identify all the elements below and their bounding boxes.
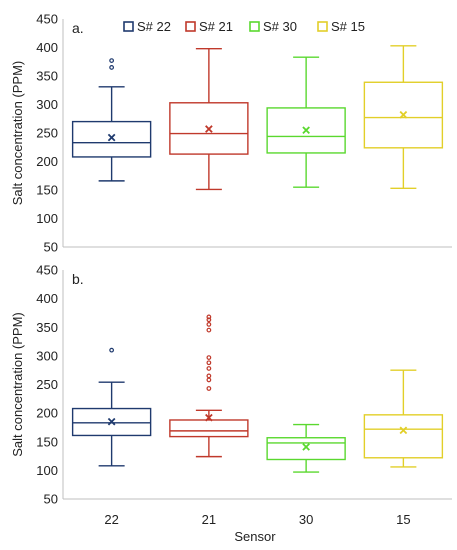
box-4 <box>363 45 444 189</box>
y-tick-label: 400 <box>36 40 58 55</box>
iqr-box <box>266 107 346 154</box>
mean-marker <box>107 133 116 142</box>
y-tick-label: 300 <box>36 97 58 112</box>
y-tick-label: 350 <box>36 320 58 335</box>
box-2 <box>169 47 249 191</box>
mean-marker <box>205 413 213 422</box>
iqr-box <box>363 81 444 149</box>
x-tick-label: 15 <box>396 512 410 527</box>
iqr-box <box>266 437 346 461</box>
y-tick-label: 150 <box>36 183 58 198</box>
y-tick-label: 350 <box>36 69 58 84</box>
box-1 <box>71 347 152 467</box>
box-3 <box>266 423 346 473</box>
legend-label: S# 30 <box>263 19 297 34</box>
outlier-point <box>206 355 212 360</box>
legend-swatch <box>249 21 260 32</box>
y-tick-label: 450 <box>36 12 58 27</box>
outlier-point <box>206 314 212 320</box>
legend-swatch <box>317 21 328 32</box>
outlier-point <box>206 366 212 371</box>
iqr-box <box>169 102 249 155</box>
panel-label: a. <box>72 20 84 36</box>
y-axis-title: Salt concentration (PPM) <box>10 312 25 457</box>
y-tick-label: 200 <box>36 154 58 169</box>
y-tick-label: 200 <box>36 406 58 421</box>
y-tick-label: 400 <box>36 291 58 306</box>
iqr-box <box>71 407 152 437</box>
outlier-point <box>109 347 115 353</box>
legend-label: S# 21 <box>199 19 233 34</box>
y-tick-label: 50 <box>44 240 58 255</box>
box-1 <box>71 58 152 182</box>
legend-swatch <box>123 21 134 32</box>
box-2 <box>169 314 249 458</box>
legend-label: S# 22 <box>137 19 171 34</box>
mean-marker <box>302 443 310 451</box>
mean-marker <box>399 110 408 119</box>
outlier-point <box>206 386 212 391</box>
mean-marker <box>399 426 408 435</box>
x-tick-label: 22 <box>104 512 118 527</box>
mean-marker <box>302 126 310 134</box>
y-tick-label: 250 <box>36 126 58 141</box>
legend-item: S# 22 <box>123 19 171 34</box>
legend-swatch <box>185 21 196 32</box>
outlier-point <box>206 373 212 379</box>
y-tick-label: 100 <box>36 463 58 478</box>
legend: S# 22 S# 21 S# 30 S# 15 <box>123 19 365 34</box>
outlier-point <box>206 327 212 333</box>
legend-item: S# 21 <box>185 19 233 34</box>
box-3 <box>266 56 346 188</box>
outlier-point <box>206 360 212 366</box>
y-tick-label: 150 <box>36 434 58 449</box>
y-tick-label: 250 <box>36 377 58 392</box>
outlier-point <box>206 317 212 323</box>
panel-b: 50 100 150 200 250 300 350 400 450 Salt concentra… <box>10 263 452 544</box>
x-tick-label: 30 <box>299 512 313 527</box>
outlier-point <box>206 377 212 383</box>
panel-a: 50 100 150 200 250 300 350 400 450 Salt concentra… <box>10 12 452 255</box>
y-tick-label: 50 <box>44 492 58 507</box>
mean-marker <box>107 417 116 426</box>
outlier-point <box>109 58 115 64</box>
iqr-box <box>169 419 249 438</box>
iqr-box <box>363 414 444 459</box>
outlier-point <box>206 321 212 327</box>
mean-marker <box>205 125 213 133</box>
x-axis-title: Sensor <box>234 529 276 544</box>
panel-label: b. <box>72 271 84 287</box>
box-4 <box>363 369 444 468</box>
legend-item: S# 30 <box>249 19 297 34</box>
y-tick-label: 100 <box>36 211 58 226</box>
y-axis-title: Salt concentration (PPM) <box>10 61 25 206</box>
y-tick-label: 450 <box>36 263 58 278</box>
iqr-box <box>71 120 152 158</box>
legend-label: S# 15 <box>331 19 365 34</box>
y-tick-label: 300 <box>36 348 58 363</box>
outlier-point <box>109 65 115 70</box>
x-tick-label: 21 <box>202 512 216 527</box>
legend-item: S# 15 <box>317 19 365 34</box>
